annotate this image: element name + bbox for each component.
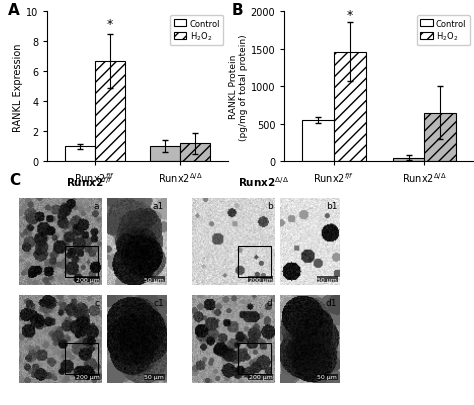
Y-axis label: RANKL Expression: RANKL Expression [13,43,23,131]
Bar [64,147,95,162]
Text: *: * [107,18,113,31]
Text: c: c [94,298,100,307]
Text: 50 μm: 50 μm [317,277,337,282]
Text: 50 μm: 50 μm [144,374,164,379]
Text: c1: c1 [154,298,164,307]
Text: 50 μm: 50 μm [317,374,337,379]
Text: 200 μm: 200 μm [75,277,100,282]
Text: b: b [267,201,273,210]
Text: *: * [347,9,353,21]
Bar [334,53,365,162]
Text: 200 μm: 200 μm [248,277,273,282]
Text: A: A [8,3,19,18]
Text: C: C [9,172,20,187]
Text: 200 μm: 200 μm [248,374,273,379]
Bar [393,158,424,162]
Legend: Control, H$_2$O$_2$: Control, H$_2$O$_2$ [417,16,470,46]
Text: a1: a1 [153,201,164,210]
Text: Runx2$^{\Delta/\Delta}$: Runx2$^{\Delta/\Delta}$ [237,175,289,188]
Bar [237,246,271,277]
Text: 200 μm: 200 μm [75,374,100,379]
Y-axis label: RANKL Protein
(pg/mg of total protein): RANKL Protein (pg/mg of total protein) [228,34,248,140]
Text: 50 μm: 50 μm [144,277,164,282]
Bar [64,246,98,277]
Text: d: d [267,298,273,307]
Bar [150,147,180,162]
Bar [424,113,456,162]
Bar [95,62,125,162]
Bar [180,144,210,162]
Bar [237,343,271,374]
Text: b1: b1 [326,201,337,210]
Text: d1: d1 [326,298,337,307]
Bar [64,343,98,374]
Text: Runx2$^{f/f}$: Runx2$^{f/f}$ [66,175,114,188]
Text: B: B [231,3,243,18]
Bar [302,121,334,162]
Legend: Control, H$_2$O$_2$: Control, H$_2$O$_2$ [170,16,223,46]
Text: a: a [94,201,100,210]
